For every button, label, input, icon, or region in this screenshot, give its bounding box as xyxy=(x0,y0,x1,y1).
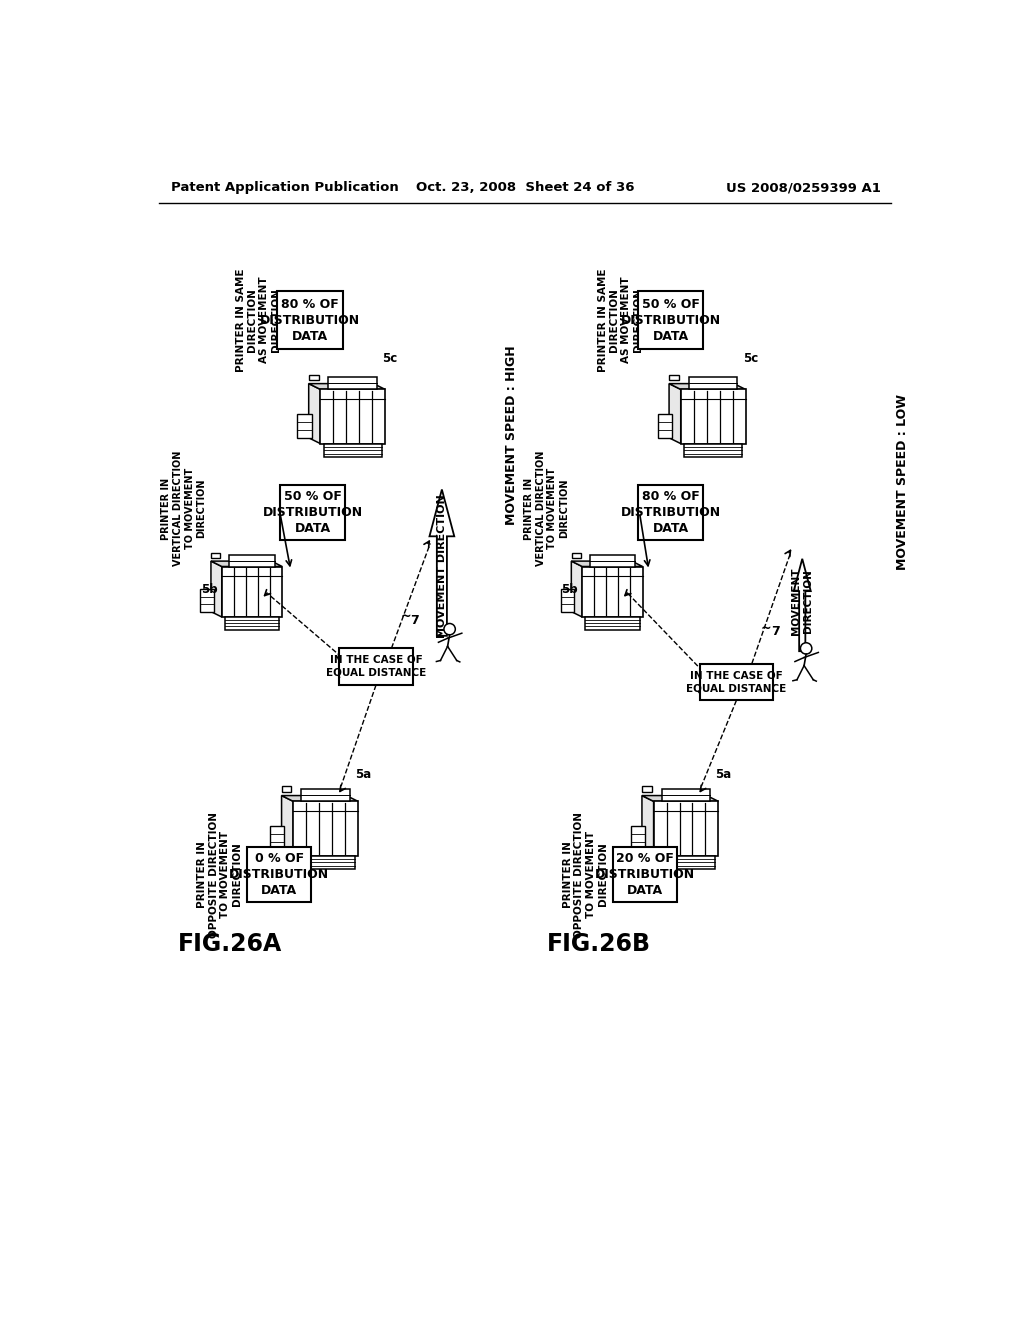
Text: IN THE CASE OF
EQUAL DISTANCE: IN THE CASE OF EQUAL DISTANCE xyxy=(326,656,426,677)
Polygon shape xyxy=(794,558,811,651)
Bar xyxy=(638,292,703,348)
Text: FIG.26B: FIG.26B xyxy=(547,932,650,956)
Bar xyxy=(324,444,382,457)
Text: PRINTER IN
VERTICAL DIRECTION
TO MOVEMENT
DIRECTION: PRINTER IN VERTICAL DIRECTION TO MOVEMEN… xyxy=(524,451,569,566)
Bar xyxy=(571,553,581,557)
Bar xyxy=(662,789,711,801)
Text: FIG.26A: FIG.26A xyxy=(178,932,283,956)
Bar xyxy=(225,616,280,630)
Polygon shape xyxy=(571,561,643,566)
Circle shape xyxy=(801,643,812,655)
Bar xyxy=(631,826,645,850)
Bar xyxy=(638,484,702,540)
Text: MOVEMENT SPEED : HIGH: MOVEMENT SPEED : HIGH xyxy=(505,346,518,525)
Polygon shape xyxy=(308,384,385,389)
Text: ~: ~ xyxy=(400,610,411,623)
Bar xyxy=(613,847,677,903)
Bar xyxy=(689,378,737,389)
Bar xyxy=(590,556,635,566)
Bar xyxy=(681,389,745,444)
Text: 5a: 5a xyxy=(355,768,372,781)
Text: 5b: 5b xyxy=(561,583,579,597)
Bar xyxy=(583,566,643,616)
Bar xyxy=(281,484,345,540)
Bar xyxy=(293,801,358,855)
Text: 0 % OF
DISTRIBUTION
DATA: 0 % OF DISTRIBUTION DATA xyxy=(229,851,329,898)
Bar xyxy=(229,556,274,566)
Bar xyxy=(670,375,679,380)
Text: PRINTER IN
VERTICAL DIRECTION
TO MOVEMENT
DIRECTION: PRINTER IN VERTICAL DIRECTION TO MOVEMEN… xyxy=(162,451,206,566)
Bar xyxy=(201,589,214,612)
Text: US 2008/0259399 A1: US 2008/0259399 A1 xyxy=(726,181,882,194)
Text: MOVEMENT SPEED : LOW: MOVEMENT SPEED : LOW xyxy=(896,393,909,570)
Bar xyxy=(653,801,719,855)
Text: PRINTER IN
OPPOSITE DIRECTION
TO MOVEMENT
DIRECTION: PRINTER IN OPPOSITE DIRECTION TO MOVEMEN… xyxy=(197,812,242,937)
Text: 5c: 5c xyxy=(382,352,397,366)
Bar xyxy=(642,787,652,792)
Bar xyxy=(699,664,773,701)
Text: 80 % OF
DISTRIBUTION
DATA: 80 % OF DISTRIBUTION DATA xyxy=(260,297,360,343)
Bar xyxy=(684,444,742,457)
Text: IN THE CASE OF
EQUAL DISTANCE: IN THE CASE OF EQUAL DISTANCE xyxy=(686,671,786,693)
Text: 5b: 5b xyxy=(201,583,218,597)
Bar xyxy=(297,413,311,438)
Bar xyxy=(222,566,283,616)
Bar xyxy=(585,616,640,630)
Polygon shape xyxy=(211,561,222,616)
Text: 50 % OF
DISTRIBUTION
DATA: 50 % OF DISTRIBUTION DATA xyxy=(262,490,362,535)
Polygon shape xyxy=(429,490,455,636)
Polygon shape xyxy=(571,561,583,616)
Text: MOVEMENT DIRECTION: MOVEMENT DIRECTION xyxy=(437,495,446,639)
Text: PRINTER IN
OPPOSITE DIRECTION
TO MOVEMENT
DIRECTION: PRINTER IN OPPOSITE DIRECTION TO MOVEMEN… xyxy=(563,812,607,937)
Text: 7: 7 xyxy=(771,626,779,639)
Polygon shape xyxy=(282,796,293,855)
Text: MOVEMENT
DIRECTION: MOVEMENT DIRECTION xyxy=(792,568,813,635)
Bar xyxy=(656,855,715,869)
Polygon shape xyxy=(642,796,719,801)
Text: 80 % OF
DISTRIBUTION
DATA: 80 % OF DISTRIBUTION DATA xyxy=(621,490,721,535)
Polygon shape xyxy=(211,561,283,566)
Text: Patent Application Publication: Patent Application Publication xyxy=(171,181,398,194)
Bar xyxy=(309,375,318,380)
Bar xyxy=(321,389,385,444)
Text: PRINTER IN SAME
DIRECTION
AS MOVEMENT
DIRECTION: PRINTER IN SAME DIRECTION AS MOVEMENT DI… xyxy=(598,268,642,372)
Bar xyxy=(211,553,220,557)
Text: 50 % OF
DISTRIBUTION
DATA: 50 % OF DISTRIBUTION DATA xyxy=(621,297,721,343)
Text: PRINTER IN SAME
DIRECTION
AS MOVEMENT
DIRECTION: PRINTER IN SAME DIRECTION AS MOVEMENT DI… xyxy=(236,268,281,372)
Polygon shape xyxy=(669,384,681,444)
Bar xyxy=(248,847,311,903)
Bar xyxy=(301,789,350,801)
Text: 5c: 5c xyxy=(742,352,758,366)
Polygon shape xyxy=(282,796,358,801)
Text: 7: 7 xyxy=(411,614,419,627)
Bar xyxy=(339,648,413,685)
Polygon shape xyxy=(642,796,653,855)
Polygon shape xyxy=(308,384,321,444)
Bar xyxy=(270,826,285,850)
Text: 5a: 5a xyxy=(716,768,732,781)
Bar xyxy=(561,589,574,612)
Polygon shape xyxy=(669,384,745,389)
Text: Oct. 23, 2008  Sheet 24 of 36: Oct. 23, 2008 Sheet 24 of 36 xyxy=(416,181,634,194)
Text: ~: ~ xyxy=(761,622,771,635)
Bar xyxy=(329,378,377,389)
Bar xyxy=(282,787,292,792)
Circle shape xyxy=(444,623,456,635)
Bar xyxy=(278,292,343,348)
Bar xyxy=(657,413,672,438)
Bar xyxy=(297,855,354,869)
Text: 20 % OF
DISTRIBUTION
DATA: 20 % OF DISTRIBUTION DATA xyxy=(595,851,695,898)
